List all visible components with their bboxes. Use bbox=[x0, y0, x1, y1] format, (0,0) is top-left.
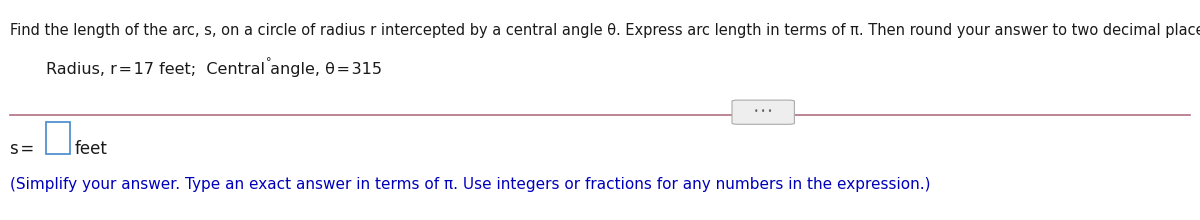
Text: Find the length of the arc, s, on a circle of radius r intercepted by a central : Find the length of the arc, s, on a circ… bbox=[10, 23, 1200, 38]
Text: °: ° bbox=[266, 57, 272, 67]
Text: feet: feet bbox=[74, 140, 107, 158]
Text: (Simplify your answer. Type an exact answer in terms of π. Use integers or fract: (Simplify your answer. Type an exact ans… bbox=[10, 177, 930, 192]
Text: • • •: • • • bbox=[754, 107, 773, 116]
Text: s =: s = bbox=[10, 140, 34, 158]
Text: Radius, r = 17 feet;  Central angle, θ = 315: Radius, r = 17 feet; Central angle, θ = … bbox=[46, 62, 382, 77]
